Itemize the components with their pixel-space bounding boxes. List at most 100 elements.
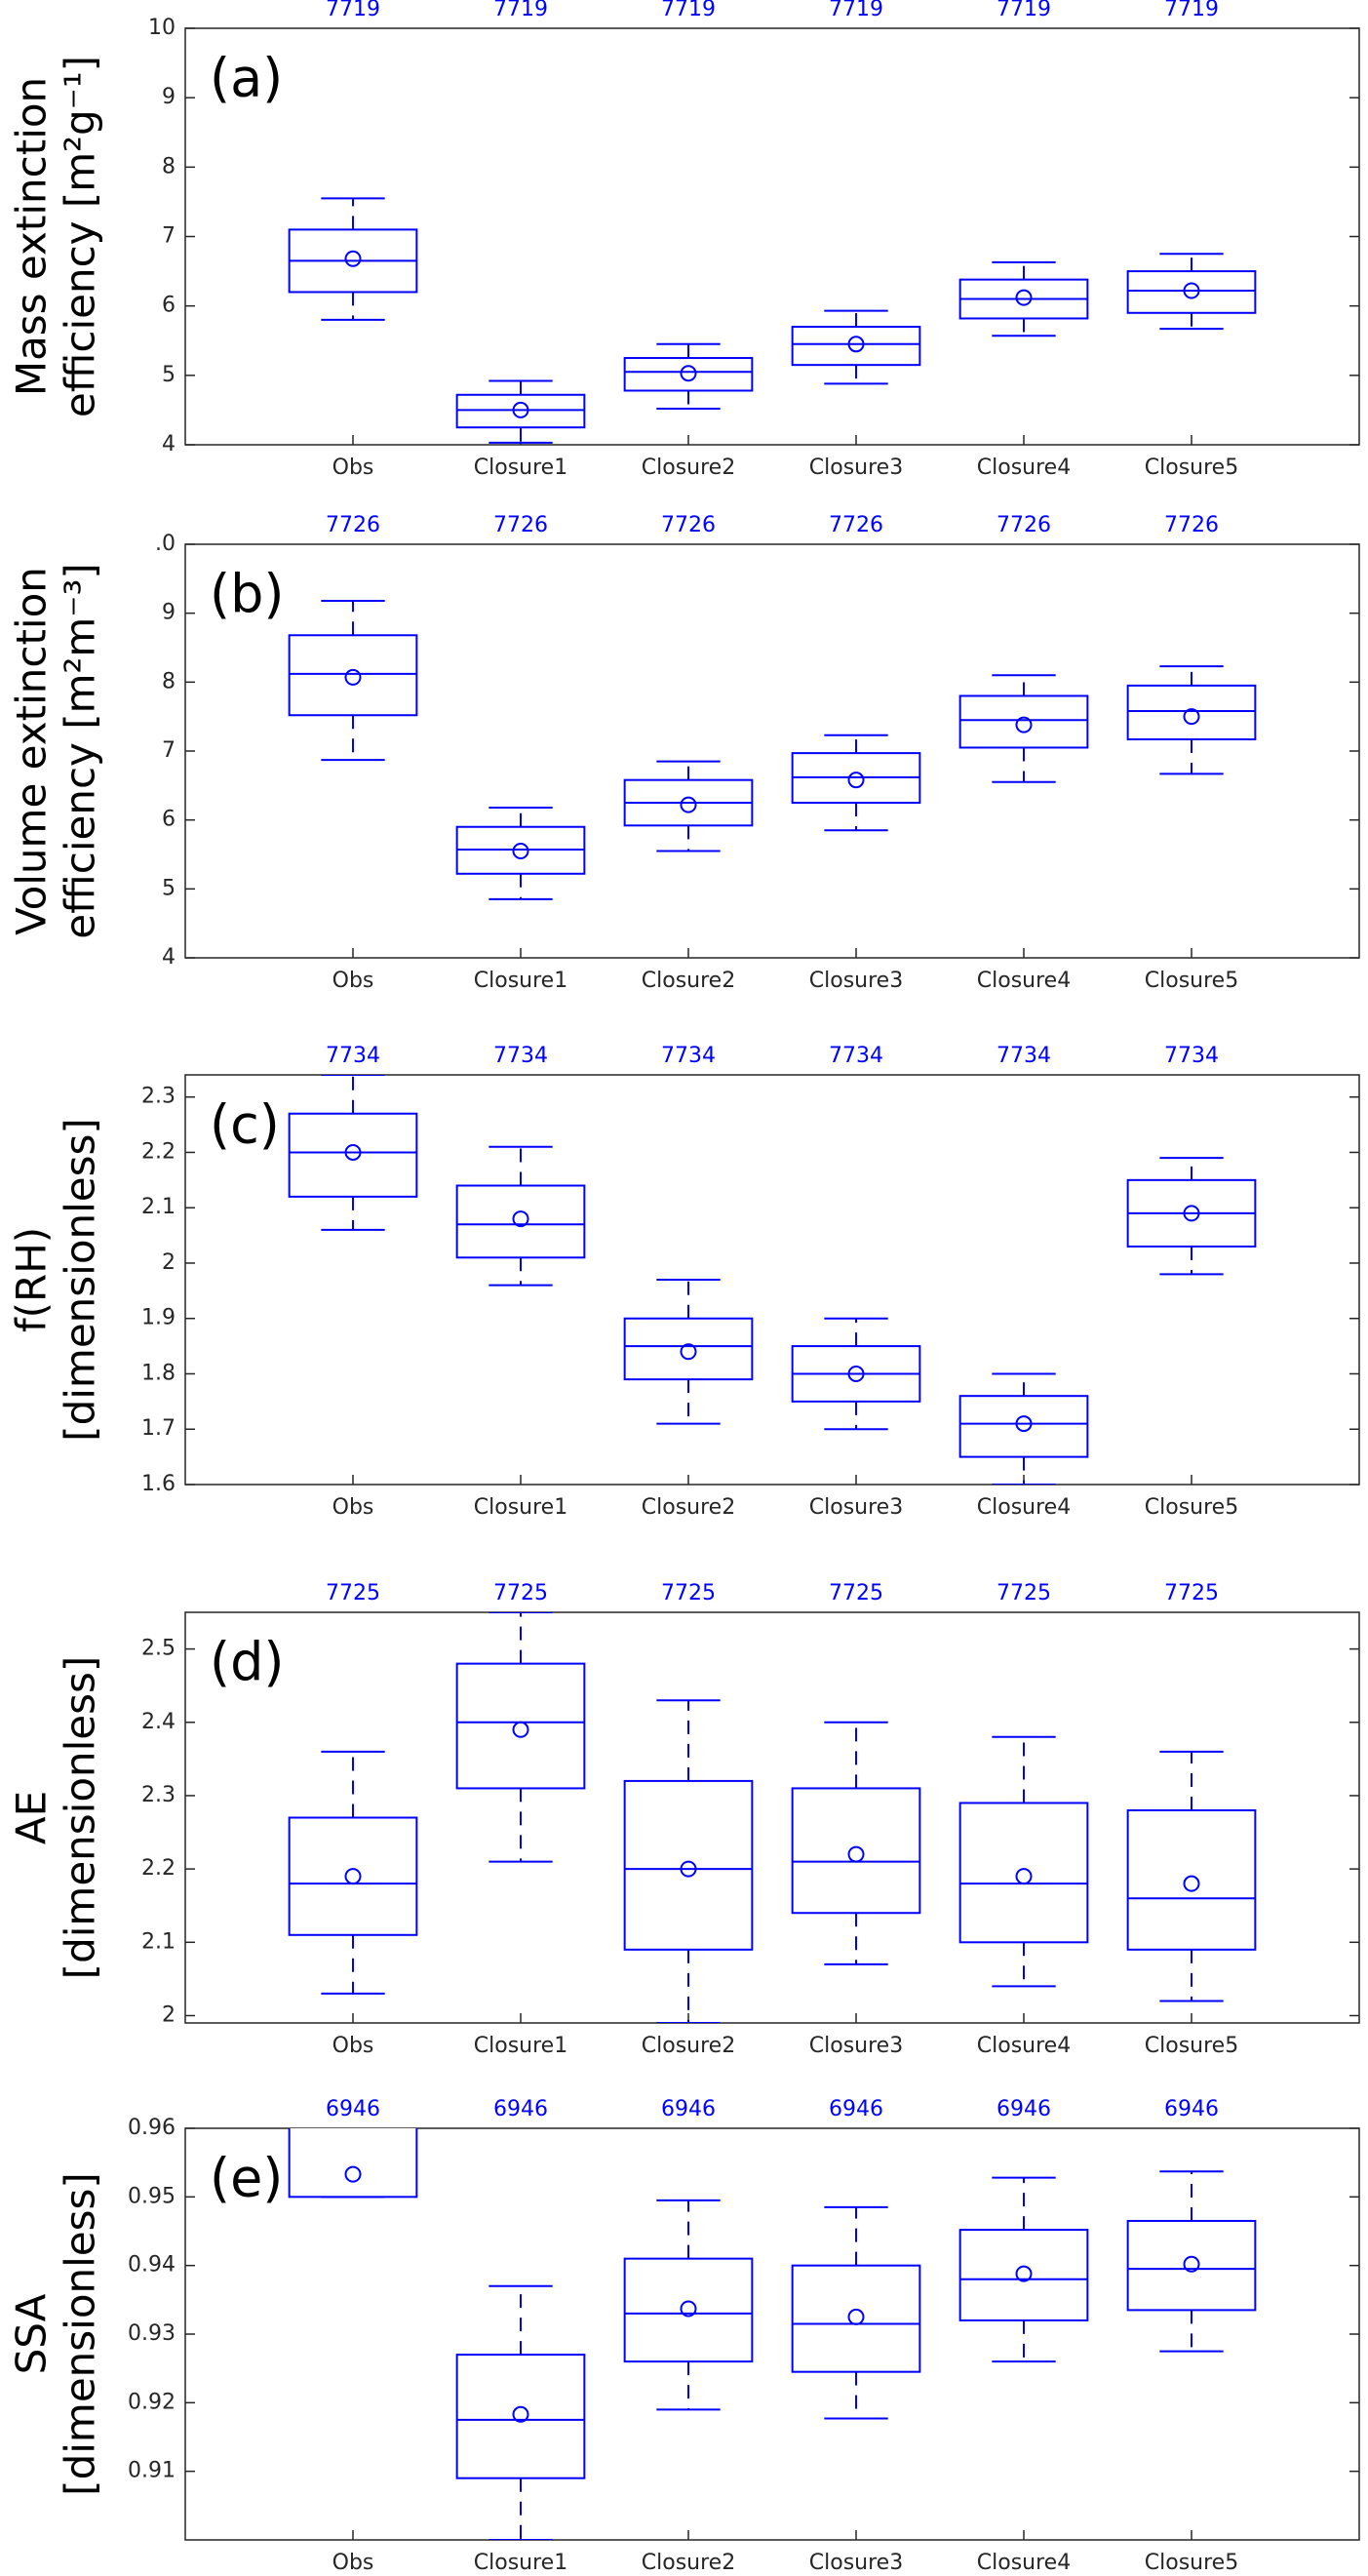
- box: [791, 326, 921, 367]
- mean: [680, 1860, 697, 1878]
- count-label: 7719: [1164, 0, 1219, 21]
- box: [455, 393, 586, 429]
- panel: 1.6 1.7 1.8 1.9 2 2.1 2.2 2.3 Obs 7734 Closure1 773…: [8, 1044, 1360, 1520]
- count-label: 7725: [1164, 1581, 1219, 1605]
- mean: [512, 1721, 529, 1738]
- mean: [1015, 1868, 1033, 1885]
- mean: [1183, 1875, 1200, 1892]
- box: [1126, 2219, 1257, 2312]
- x-tick-label: Closure2: [642, 1495, 735, 1520]
- y-tick-label: 0.96: [128, 2116, 176, 2140]
- x-tick-label: Closure5: [1145, 1495, 1238, 1520]
- x-tick-label: Closure5: [1145, 969, 1238, 993]
- y-tick-label: 2: [162, 2002, 176, 2027]
- y-axis-label: efficiency [m²m⁻³]: [57, 563, 104, 938]
- box: [288, 2128, 418, 2199]
- box: [958, 1802, 1089, 1944]
- count-label: 6946: [997, 2097, 1051, 2121]
- count-label: 7726: [661, 513, 716, 537]
- mean: [847, 2308, 865, 2325]
- x-tick-label: Closure3: [809, 2551, 903, 2575]
- boxes: [288, 197, 1257, 444]
- count-label: 7734: [493, 1044, 548, 1068]
- count-label: 6946: [1164, 2097, 1219, 2121]
- x-tick-label: Closure3: [809, 2034, 903, 2058]
- mean: [1183, 708, 1200, 726]
- y-tick-label: 0.95: [128, 2184, 176, 2208]
- x-tick-label: Closure1: [474, 2551, 567, 2575]
- panel-label: (d): [210, 1632, 284, 1693]
- x-tick-label: Closure4: [977, 969, 1071, 993]
- panel-label: (a): [210, 48, 283, 109]
- panel: 2 2.1 2.2 2.3 2.4 2.5 Obs 7725 Closure1 7725 Closu…: [8, 1581, 1360, 2058]
- x-tick-label: Closure3: [809, 456, 903, 480]
- x-tick-label: Closure5: [1145, 456, 1238, 480]
- y-tick-label: 10: [148, 16, 176, 40]
- box: [1126, 684, 1257, 740]
- box: [455, 1662, 586, 1790]
- y-axis-label: SSA: [8, 2293, 56, 2374]
- count-label: 6946: [829, 2097, 883, 2121]
- x-tick-label: Obs: [332, 969, 374, 993]
- x-tick-label: Closure4: [977, 456, 1071, 480]
- count-label: 7725: [661, 1581, 716, 1605]
- mean: [344, 668, 362, 686]
- box: [623, 357, 754, 392]
- y-tick-label: 2.2: [141, 1856, 176, 1881]
- count-label: 7725: [493, 1581, 548, 1605]
- x-tick-label: Closure1: [474, 1495, 567, 1520]
- x-tick-label: Obs: [332, 1495, 374, 1520]
- panel: 4 5 6 7 8 9 10 Obs 7719 Closure1 7719 Closure2 7719 C…: [8, 0, 1360, 480]
- y-axis-label: f(RH): [8, 1227, 56, 1332]
- mean: [344, 1868, 362, 1885]
- panel: 0.91 0.92 0.93 0.94 0.95 0.96 Obs 6946 Closure1 6…: [8, 2097, 1360, 2575]
- count-label: 7726: [997, 513, 1051, 537]
- box: [623, 2257, 754, 2363]
- x-tick-label: Closure5: [1145, 2034, 1238, 2058]
- y-tick-label: 4: [162, 945, 176, 970]
- box: [1126, 1808, 1257, 1951]
- count-label: 6946: [326, 2097, 380, 2121]
- mean: [680, 365, 697, 382]
- y-axis-label: [dimensionless]: [57, 2172, 104, 2496]
- x-tick-label: Obs: [332, 2551, 374, 2575]
- panel-label: (e): [210, 2148, 283, 2209]
- y-tick-label: 0.92: [128, 2390, 176, 2414]
- y-tick-label: 6: [162, 808, 176, 832]
- count-label: 7726: [829, 513, 883, 537]
- mean: [1015, 2265, 1033, 2282]
- mean: [1183, 282, 1200, 299]
- mean: [847, 336, 865, 353]
- mean: [1183, 1205, 1200, 1222]
- box: [623, 1317, 754, 1381]
- count-label: 7734: [1164, 1044, 1219, 1068]
- y-axis-label: [dimensionless]: [57, 1118, 104, 1442]
- count-label: 7725: [326, 1581, 380, 1605]
- y-tick-label: 9: [162, 601, 176, 625]
- mean: [512, 1210, 529, 1228]
- box: [455, 2354, 586, 2479]
- y-tick-label: 9: [162, 85, 176, 109]
- count-label: 7719: [661, 0, 716, 21]
- mean: [1015, 1415, 1033, 1433]
- x-tick-label: Closure1: [474, 2034, 567, 2058]
- count-label: 7719: [326, 0, 380, 21]
- x-tick-label: Closure5: [1145, 2551, 1238, 2575]
- box: [455, 1184, 586, 1259]
- mean: [847, 1845, 865, 1863]
- mean: [344, 1143, 362, 1161]
- y-tick-label: 8: [162, 669, 176, 694]
- x-tick-label: Closure1: [474, 969, 567, 993]
- y-tick-label: 7: [162, 738, 176, 763]
- box: [288, 1816, 418, 1936]
- y-tick-label: 7: [162, 224, 176, 249]
- mean: [1183, 2255, 1200, 2273]
- count-label: 7725: [997, 1581, 1051, 1605]
- count-label: 7726: [1164, 513, 1219, 537]
- boxes: [288, 599, 1257, 900]
- count-label: 7725: [829, 1581, 883, 1605]
- x-tick-label: Closure1: [474, 456, 567, 480]
- y-tick-label: 0.93: [128, 2321, 176, 2346]
- y-tick-label: 2.3: [141, 1783, 176, 1807]
